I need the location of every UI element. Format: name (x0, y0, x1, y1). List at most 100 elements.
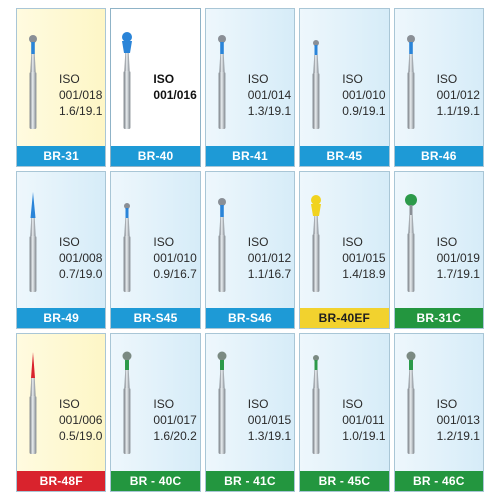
product-code-label: BR-45 (300, 145, 389, 166)
spec-iso: ISO (247, 72, 269, 86)
dental-bur-icon (206, 334, 240, 466)
product-code-label: BR-40 (111, 145, 200, 166)
spec-size: 001/015 (342, 250, 386, 265)
spec-size: 001/012 (436, 88, 480, 102)
product-code-label: BR-S46 (205, 308, 295, 329)
spec-dims: 1.2/19.1 (436, 429, 480, 444)
product-cell: ISO 001/018 1.6/19.1 BR-31 (16, 8, 107, 167)
dental-bur-icon (111, 172, 145, 304)
spec-iso: ISO (153, 234, 175, 249)
spec-dims: 0.5/19.0 (59, 429, 103, 444)
spec-dims: 0.7/19.0 (59, 266, 103, 281)
spec-iso: ISO (59, 397, 80, 412)
spec-iso: ISO (342, 72, 363, 86)
dental-bur-icon (395, 9, 429, 141)
product-code-label: BR - 41C (205, 471, 295, 491)
product-spec: ISO 001/017 1.6/20.2 (153, 396, 196, 444)
spec-size: 001/006 (59, 413, 103, 428)
product-code-label: BR-S45 (111, 308, 200, 329)
product-cell: ISO 001/013 1.2/19.1 BR - 46C (393, 333, 484, 492)
product-cell: ISO 001/015 1.4/18.9 BR-40EF (299, 170, 390, 330)
product-code-label: BR - 46C (394, 471, 483, 491)
product-code-label: BR-46 (394, 145, 483, 166)
spec-dims: 0.9/19.1 (342, 104, 386, 118)
product-code-label: BR-41 (205, 145, 295, 166)
spec-iso: ISO (247, 234, 269, 249)
dental-bur-icon (206, 9, 240, 141)
spec-iso: ISO (342, 234, 363, 249)
product-cell: ISO 001/012 1.1/19.1 BR-46 (393, 8, 484, 167)
product-code-label: BR-40EF (300, 308, 389, 329)
dental-bur-icon (300, 9, 334, 141)
product-spec: ISO 001/015 1.3/19.1 (248, 396, 291, 444)
product-cell: ISO 001/017 1.6/20.2 BR - 40C (110, 333, 201, 492)
product-grid: ISO 001/018 1.6/19.1 BR-31 ISO 001/016 BR-40 … (16, 8, 484, 492)
product-cell: ISO 001/012 1.1/16.7 BR-S46 (204, 170, 296, 330)
product-spec: ISO 001/008 0.7/19.0 (59, 234, 102, 282)
dental-bur-icon (111, 9, 145, 141)
product-spec: ISO 001/012 1.1/16.7 (248, 234, 291, 282)
product-spec: ISO 001/015 1.4/18.9 (342, 234, 385, 282)
spec-dims: 1.3/19.1 (247, 104, 292, 118)
spec-dims: 1.3/19.1 (247, 429, 292, 444)
spec-size: 001/015 (247, 413, 292, 428)
product-cell: ISO 001/019 1.7/19.1 BR-31C (393, 170, 484, 330)
product-code-label: BR-31 (17, 145, 106, 166)
spec-dims: 1.7/19.1 (436, 266, 480, 281)
spec-size: 001/011 (342, 413, 385, 428)
product-code-label: BR - 45C (300, 471, 389, 491)
dental-bur-icon (206, 172, 240, 304)
spec-dims: 1.1/16.7 (247, 266, 292, 281)
spec-iso: ISO (59, 72, 80, 86)
product-spec: ISO 001/010 0.9/19.1 (342, 71, 385, 119)
spec-size: 001/010 (342, 88, 386, 102)
spec-size: 001/008 (59, 250, 103, 265)
spec-size: 001/013 (436, 413, 480, 428)
product-spec: ISO 001/014 1.3/19.1 (248, 71, 291, 119)
product-code-label: BR-49 (17, 308, 106, 329)
product-cell: ISO 001/014 1.3/19.1 BR-41 (204, 8, 296, 167)
product-cell: ISO 001/010 0.9/19.1 BR-45 (299, 8, 390, 167)
product-spec: ISO 001/019 1.7/19.1 (437, 234, 480, 282)
spec-size: 001/014 (247, 88, 292, 102)
spec-dims: 1.6/19.1 (59, 104, 103, 118)
dental-bur-icon (300, 334, 334, 466)
dental-bur-icon (111, 334, 145, 466)
dental-bur-icon (395, 334, 429, 466)
spec-dims: 1.6/20.2 (153, 429, 197, 444)
spec-size: 001/016 (153, 88, 197, 102)
spec-iso: ISO (342, 397, 363, 412)
dental-bur-icon (17, 172, 51, 304)
product-spec: ISO 001/012 1.1/19.1 (437, 71, 480, 119)
product-cell: ISO 001/010 0.9/16.7 BR-S45 (110, 170, 201, 330)
product-spec: ISO 001/018 1.6/19.1 (59, 71, 102, 119)
spec-iso: ISO (153, 397, 175, 412)
product-cell: ISO 001/008 0.7/19.0 BR-49 (16, 170, 107, 330)
spec-size: 001/010 (153, 250, 197, 265)
product-cell: ISO 001/011 1.0/19.1 BR - 45C (299, 333, 390, 492)
spec-dims: 1.0/19.1 (342, 429, 386, 444)
spec-dims: 1.1/19.1 (436, 104, 480, 118)
product-cell: ISO 001/015 1.3/19.1 BR - 41C (204, 333, 296, 492)
product-spec: ISO 001/016 (153, 71, 196, 103)
product-code-label: BR-31C (394, 308, 483, 329)
spec-size: 001/012 (247, 250, 292, 265)
spec-dims: 1.4/18.9 (342, 266, 386, 281)
spec-iso: ISO (436, 234, 458, 249)
spec-size: 001/019 (436, 250, 480, 265)
product-cell: ISO 001/006 0.5/19.0 BR-48F (16, 333, 107, 492)
product-cell: ISO 001/016 BR-40 (110, 8, 201, 167)
spec-iso: ISO (59, 234, 80, 249)
product-code-label: BR-48F (17, 471, 106, 491)
spec-dims: 0.9/16.7 (153, 266, 197, 281)
spec-iso: ISO (436, 397, 458, 412)
spec-iso: ISO (436, 72, 458, 86)
dental-bur-icon (17, 9, 51, 141)
dental-bur-icon (395, 172, 429, 304)
spec-size: 001/017 (153, 413, 197, 428)
product-spec: ISO 001/011 1.0/19.1 (342, 396, 385, 444)
dental-bur-icon (17, 334, 51, 466)
product-spec: ISO 001/006 0.5/19.0 (59, 396, 102, 444)
spec-iso: ISO (247, 397, 269, 412)
dental-bur-icon (300, 172, 334, 304)
